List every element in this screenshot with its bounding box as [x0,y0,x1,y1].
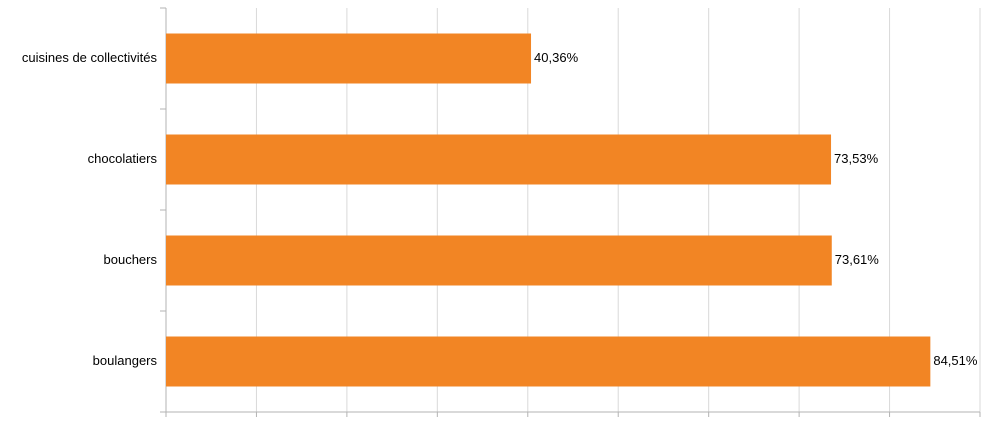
value-label: 73,53% [834,151,879,166]
bar [166,336,931,387]
y-tick-label: boulangers [93,353,158,368]
value-label: 84,51% [933,353,978,368]
bar [166,235,832,286]
bar [166,134,832,185]
y-tick-label: bouchers [104,252,158,267]
bar [166,33,532,84]
y-tick-label: chocolatiers [88,151,158,166]
value-label: 73,61% [835,252,880,267]
value-label: 40,36% [534,50,579,65]
y-tick-label: cuisines de collectivités [22,50,158,65]
